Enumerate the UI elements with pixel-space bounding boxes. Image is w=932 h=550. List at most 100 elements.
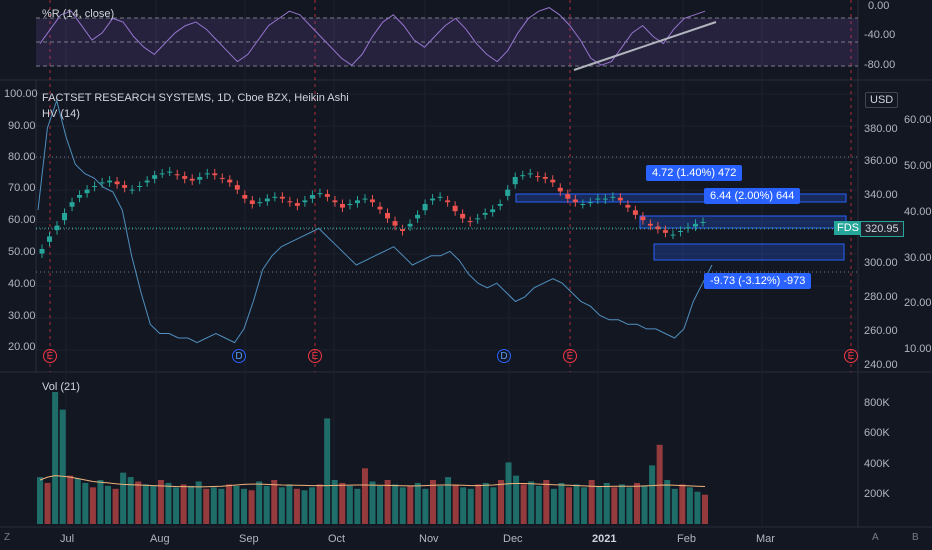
- vol-tick-1: 600K: [864, 427, 890, 439]
- volume-bar: [142, 484, 149, 524]
- volume-bar: [369, 481, 376, 524]
- volume-bar: [301, 490, 308, 524]
- candle-body: [587, 202, 593, 204]
- candle-body: [114, 181, 120, 185]
- wr-tick-0: 0.00: [868, 0, 890, 12]
- volume-bar: [241, 488, 248, 524]
- currency-button[interactable]: USD: [865, 92, 899, 108]
- volume-bar: [656, 444, 663, 524]
- candle-body: [662, 230, 668, 233]
- volume-bar: [82, 482, 89, 524]
- measure-label-1[interactable]: 4.72 (1.40%) 472: [646, 165, 743, 181]
- volume-bar: [210, 487, 217, 524]
- left-tick-8: 20.00: [8, 341, 36, 353]
- dividend-marker[interactable]: D: [232, 349, 246, 363]
- candle-body: [452, 205, 458, 212]
- volume-bar: [309, 487, 316, 524]
- volume-bar: [278, 487, 285, 524]
- candle-body: [700, 222, 706, 223]
- candle-body: [204, 173, 210, 175]
- volume-bar: [248, 490, 255, 524]
- candle-body: [422, 204, 428, 211]
- candle-body: [84, 189, 90, 194]
- volume-bar: [596, 485, 603, 524]
- candle-body: [279, 196, 285, 199]
- volume-bar: [271, 480, 278, 524]
- volume-bar: [641, 485, 648, 524]
- volume-bar: [324, 418, 331, 524]
- volume-bar: [520, 484, 527, 524]
- candle-body: [572, 199, 578, 203]
- volume-bar: [702, 494, 708, 524]
- left-tick-1: 90.00: [8, 120, 36, 132]
- measure-box: [515, 193, 847, 203]
- volume-bar: [528, 481, 535, 524]
- hv-tick-4: 20.00: [904, 297, 932, 309]
- log-scale-button[interactable]: B: [912, 532, 919, 543]
- earnings-marker[interactable]: E: [844, 349, 858, 363]
- candle-body: [107, 180, 113, 183]
- candle-body: [362, 198, 368, 200]
- volume-bar: [694, 491, 701, 524]
- candle-body: [542, 177, 548, 179]
- candle-body: [550, 179, 556, 183]
- price-tick-2: 340.00: [864, 189, 898, 201]
- candle-body: [580, 204, 586, 205]
- candle-body: [617, 197, 623, 201]
- earnings-marker[interactable]: E: [43, 349, 57, 363]
- month-label: Sep: [239, 533, 259, 545]
- candle-body: [670, 234, 676, 236]
- volume-bar: [490, 487, 497, 524]
- volume-bar: [105, 485, 112, 524]
- candle-body: [490, 209, 496, 213]
- dividend-marker[interactable]: D: [497, 349, 511, 363]
- candle-body: [302, 200, 308, 203]
- volume-bar: [218, 488, 225, 524]
- left-tick-4: 60.00: [8, 214, 36, 226]
- candle-body: [437, 196, 443, 198]
- volume-bar: [233, 485, 240, 524]
- volume-bar: [74, 478, 81, 524]
- volume-bar: [513, 475, 520, 524]
- volume-title: Vol (21): [42, 381, 80, 393]
- left-tick-6: 40.00: [8, 278, 36, 290]
- candle-body: [354, 200, 360, 204]
- volume-bar: [671, 488, 678, 524]
- earnings-marker[interactable]: E: [563, 349, 577, 363]
- auto-scale-button[interactable]: A: [872, 532, 879, 543]
- candle-body: [640, 216, 646, 221]
- month-label: 2021: [592, 533, 617, 545]
- hv-tick-1: 50.00: [904, 160, 932, 172]
- vol-tick-2: 400K: [864, 458, 890, 470]
- volume-bar: [535, 485, 542, 524]
- volume-bar: [414, 482, 421, 524]
- zoom-button[interactable]: Z: [4, 532, 11, 543]
- candle-body: [159, 173, 165, 175]
- candle-body: [527, 173, 533, 175]
- volume-bar: [626, 487, 633, 524]
- candle-body: [400, 229, 406, 231]
- volume-bar: [422, 488, 429, 524]
- volume-bar: [316, 484, 323, 524]
- price-tick-7: 240.00: [864, 359, 898, 371]
- candle-body: [122, 185, 128, 188]
- measure-label-3[interactable]: -9.73 (-3.12%) -973: [704, 273, 812, 289]
- volume-bar: [377, 485, 384, 524]
- earnings-marker[interactable]: E: [308, 349, 322, 363]
- candle-body: [287, 201, 293, 203]
- volume-bar: [256, 481, 263, 524]
- wr-tick-1: -40.00: [864, 29, 896, 41]
- candle-body: [392, 221, 398, 226]
- vol-tick-3: 200K: [864, 488, 890, 500]
- measure-label-2[interactable]: 6.44 (2.00%) 644: [704, 188, 801, 204]
- volume-bar: [89, 487, 96, 524]
- candle-body: [505, 189, 511, 196]
- volume-bar: [203, 488, 210, 524]
- volume-bar: [497, 480, 504, 524]
- volume-bar: [429, 480, 436, 524]
- candle-body: [212, 173, 218, 176]
- candle-body: [482, 213, 488, 215]
- volume-bar: [558, 482, 565, 524]
- volume-bar: [482, 482, 489, 524]
- candle-body: [174, 174, 180, 176]
